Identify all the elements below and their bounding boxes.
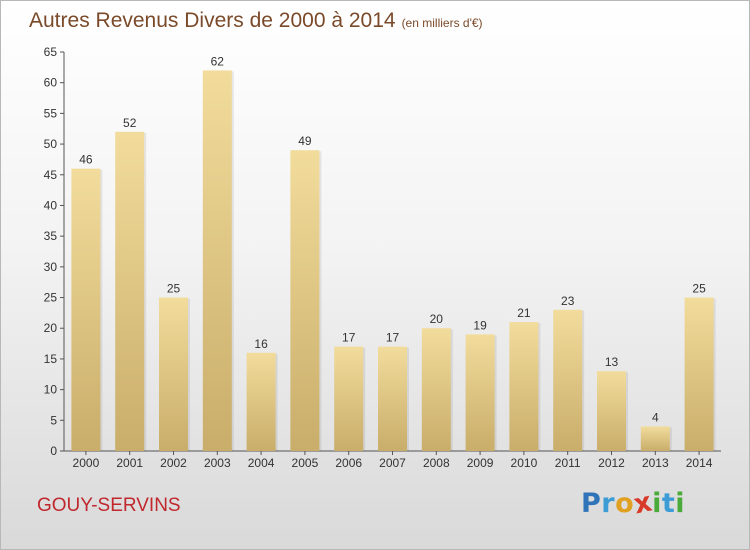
y-tick-label: 35 <box>44 229 58 243</box>
x-tick-label: 2013 <box>642 456 669 470</box>
bar <box>378 346 407 451</box>
chart-title: Autres Revenus Divers de 2000 à 2014 (en … <box>29 9 483 33</box>
bar <box>246 352 276 451</box>
logo-letter: i <box>675 488 686 519</box>
x-tick-label: 2009 <box>467 456 494 470</box>
bar <box>202 70 232 452</box>
x-tick-label: 2010 <box>511 456 538 470</box>
y-tick-label: 65 <box>44 45 58 59</box>
data-label: 4 <box>652 410 659 424</box>
y-tick-label: 55 <box>44 106 58 120</box>
x-tick-label: 2007 <box>379 456 406 470</box>
y-tick-label: 5 <box>50 413 57 427</box>
data-label: 52 <box>123 116 137 130</box>
x-tick-label: 2004 <box>248 456 275 470</box>
data-label: 21 <box>517 306 531 320</box>
x-tick-label: 2014 <box>686 456 713 470</box>
bar <box>334 346 364 451</box>
y-tick-label: 30 <box>44 260 58 274</box>
data-label: 20 <box>430 312 444 326</box>
chart-title-unit: (en milliers d'€) <box>401 16 483 30</box>
logo-letter: o <box>615 488 635 519</box>
y-tick-label: 25 <box>44 291 58 305</box>
logo-letter: P <box>581 488 602 519</box>
data-label: 25 <box>167 282 181 296</box>
bar <box>71 168 101 451</box>
logo-letter: i <box>652 488 662 519</box>
y-tick-label: 15 <box>44 352 58 366</box>
data-label: 62 <box>211 54 225 68</box>
y-tick-label: 60 <box>44 76 58 90</box>
bar <box>509 322 539 451</box>
x-tick-label: 2001 <box>116 456 143 470</box>
bar <box>640 426 670 451</box>
data-label: 16 <box>254 337 268 351</box>
commune-name: GOUY-SERVINS <box>37 495 181 516</box>
x-tick-label: 2008 <box>423 456 450 470</box>
data-label: 49 <box>298 134 312 148</box>
bar <box>159 297 188 451</box>
x-tick-label: 2000 <box>73 456 100 470</box>
bar <box>115 131 145 452</box>
y-tick-label: 45 <box>44 168 58 182</box>
bar <box>290 150 320 451</box>
proxiti-logo: Proxiti <box>581 486 686 520</box>
x-tick-label: 2002 <box>160 456 187 470</box>
x-tick-label: 2011 <box>555 456 581 470</box>
data-label: 23 <box>561 294 575 308</box>
chart-title-text: Autres Revenus Divers de 2000 à 2014 <box>29 9 396 32</box>
data-label: 25 <box>692 282 706 296</box>
bar <box>553 309 583 451</box>
x-tick-label: 2003 <box>204 456 231 470</box>
y-tick-label: 0 <box>50 444 57 458</box>
y-tick-label: 40 <box>44 198 58 212</box>
logo-letter: t <box>661 488 676 519</box>
y-tick-label: 10 <box>44 383 58 397</box>
data-label: 19 <box>473 318 487 332</box>
logo-letter: r <box>601 488 616 519</box>
data-label: 46 <box>79 153 93 167</box>
data-label: 17 <box>342 331 356 345</box>
bar <box>421 328 451 451</box>
data-label: 13 <box>605 355 619 369</box>
x-tick-label: 2012 <box>598 456 625 470</box>
x-tick-label: 2005 <box>292 456 319 470</box>
bar <box>465 334 495 451</box>
y-tick-label: 50 <box>44 137 58 151</box>
bar <box>597 371 626 451</box>
data-label: 17 <box>386 331 400 345</box>
bar <box>684 297 714 451</box>
x-tick-label: 2006 <box>335 456 362 470</box>
y-tick-label: 20 <box>44 321 58 335</box>
